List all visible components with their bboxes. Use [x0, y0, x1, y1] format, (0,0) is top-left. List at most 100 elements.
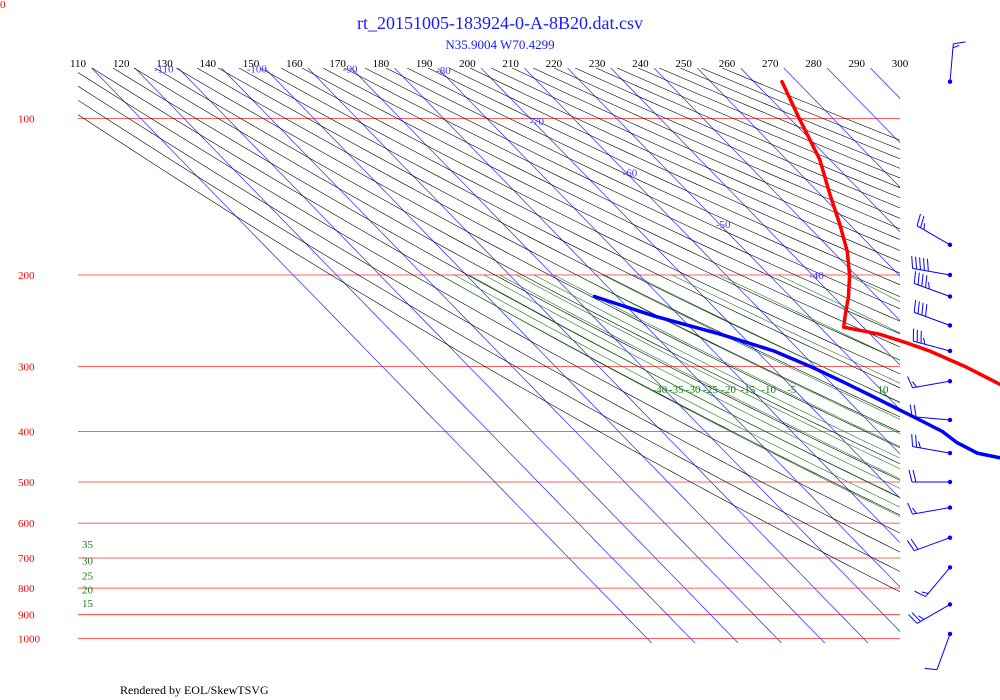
temperature-tick-label: 180 [373, 58, 390, 70]
temperature-point [838, 223, 842, 227]
wind-barb [924, 631, 953, 671]
pressure-tick-label: 100 [18, 113, 35, 125]
isotherm-line [307, 68, 869, 643]
dewpoint-point [839, 379, 844, 383]
temperature-tick-label: 250 [675, 58, 692, 70]
isotherm-label: -100 [247, 63, 268, 75]
temperature-point [878, 332, 882, 336]
temperature-tick-label: 210 [502, 58, 519, 70]
temperature-tick-label: 200 [459, 58, 476, 70]
wind-barb [916, 213, 953, 248]
dry-adiabat-line [343, 68, 900, 335]
moist-adiabat-line [534, 274, 900, 459]
moist-adiabat-line [483, 274, 900, 489]
dry-adiabat-line [532, 68, 900, 230]
dewpoint-profile-line [592, 294, 1000, 460]
dry-adiabat-line [701, 68, 900, 150]
dewpoint-point [893, 406, 898, 410]
dry-adiabat-line [469, 68, 900, 263]
isotherm-line [134, 68, 696, 643]
temperature-tick-label: 160 [286, 58, 303, 70]
moist-adiabat-label: -10 [761, 384, 776, 396]
pressure-tick-label: 1000 [18, 634, 41, 646]
temperature-tick-label: 240 [632, 58, 649, 70]
isotherm-label: -110 [154, 63, 174, 75]
isotherm-line [480, 68, 900, 499]
moist-adiabat-line [440, 274, 900, 517]
wind-barb [908, 602, 953, 624]
isotherm-line [437, 68, 900, 544]
isotherm-label: -80 [436, 65, 451, 77]
dewpoint-point [592, 294, 597, 299]
pressure-tick-label: 800 [18, 583, 35, 595]
isotherm-line [177, 68, 739, 643]
mixing-ratio-line [949, 432, 1000, 644]
isotherm-label: -60 [623, 167, 638, 179]
wind-barb [912, 328, 953, 354]
pressure-tick-label: 400 [18, 427, 35, 439]
dry-adiabat-line [238, 68, 900, 403]
moist-adiabat-label: -25 [703, 384, 718, 396]
temperature-point [904, 341, 909, 345]
corner-label: 0 [0, 0, 6, 11]
chart-title: rt_20151005-183924-0-A-8B20.dat.csv [357, 13, 643, 33]
temperature-point [797, 116, 801, 120]
wind-barb [913, 271, 953, 299]
profile-layer [592, 79, 1000, 460]
temperature-point [963, 365, 967, 369]
wind-barb [911, 434, 953, 456]
moist-adiabat-line [499, 274, 900, 480]
dry-adiabat-line [722, 68, 900, 141]
temperature-tick-label: 260 [719, 58, 736, 70]
temperature-point [828, 192, 832, 196]
isotherm-line [567, 68, 900, 411]
isotherm-line [914, 68, 1000, 643]
moist-adiabat-line [912, 275, 1000, 643]
isotherm-line [653, 68, 900, 322]
wind-barb [909, 404, 953, 423]
isotherm-line [394, 68, 900, 588]
temperature-tick-label: 280 [805, 58, 822, 70]
temperature-tick-label: 290 [848, 58, 865, 70]
pressure-tick-label: 600 [18, 518, 35, 530]
temperature-tick-label: 300 [892, 58, 909, 70]
temperature-tick-label: 270 [762, 58, 779, 70]
dewpoint-point [653, 314, 657, 318]
temperature-tick-label: 170 [329, 58, 346, 70]
moist-adiabat-line [602, 274, 900, 420]
dry-adiabat-line [112, 68, 900, 498]
temperature-point [842, 325, 846, 329]
moist-adiabat-line [454, 274, 900, 508]
wind-barb [913, 300, 953, 328]
temperature-point [780, 80, 784, 84]
isotherm-line [524, 68, 900, 455]
moist-adiabat-label: -15 [741, 384, 756, 396]
moist-adiabat-line [964, 275, 1000, 643]
pressure-tick-label: 900 [18, 610, 35, 622]
isotherm-line [221, 68, 782, 643]
moist-adiabat-label: -20 [721, 384, 736, 396]
temperature-point [928, 349, 932, 353]
wind-barb [906, 535, 953, 552]
dewpoint-point [918, 418, 922, 422]
isotherm-label: -70 [529, 116, 544, 128]
pressure-tick-label: 700 [18, 553, 35, 565]
isotherm-line [826, 68, 900, 144]
temperature-tick-label: 140 [200, 58, 217, 70]
moist-adiabat-label: 35 [82, 539, 94, 551]
wind-barb [911, 256, 953, 278]
isotherm-line [697, 68, 900, 277]
grid-layer [78, 68, 1000, 644]
temperature-point [848, 273, 852, 277]
wind-barb [908, 469, 953, 485]
isotherm-label: -40 [809, 270, 824, 282]
dry-adiabat-line [133, 68, 900, 481]
temperature-point [843, 314, 847, 318]
isotherm-label: -90 [343, 63, 358, 75]
temperature-tick-label: 120 [113, 58, 130, 70]
dry-adiabat-line [511, 68, 900, 240]
moist-adiabat-label: 10 [878, 384, 890, 396]
dry-adiabat-line [91, 68, 900, 516]
dry-adiabat-line [78, 114, 900, 593]
